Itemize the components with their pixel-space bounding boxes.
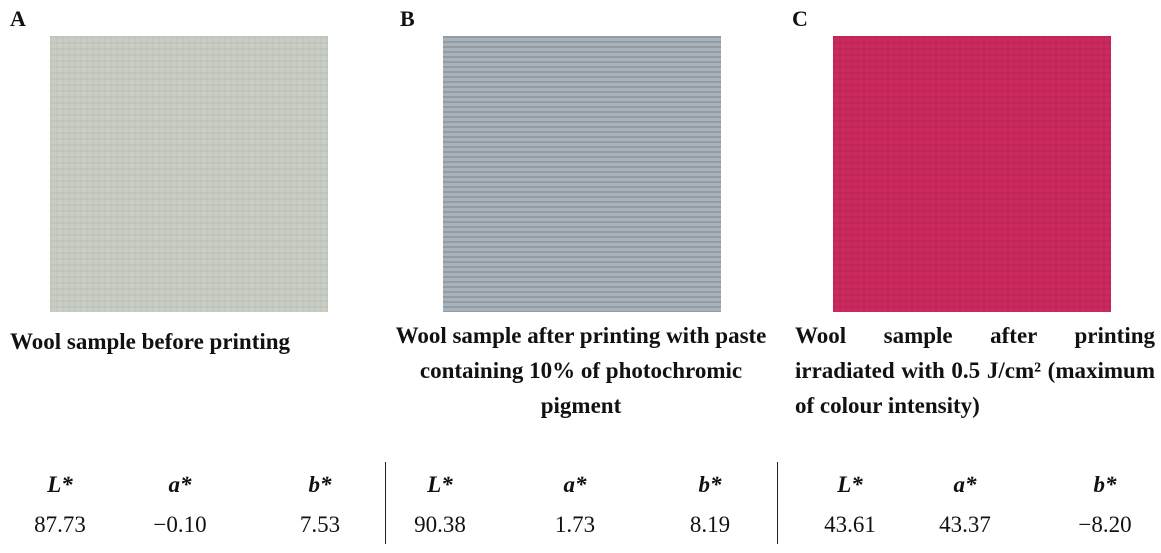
sample-photo: [443, 36, 721, 312]
column-header: L*: [427, 472, 453, 497]
column-header: b*: [698, 472, 722, 497]
column-header: b*: [1093, 472, 1117, 497]
column-header: L*: [47, 472, 73, 497]
column-header: a*: [953, 472, 977, 497]
sample-photo: [833, 36, 1111, 312]
panel-label: B: [400, 6, 415, 31]
caption: Wool sample after printing with paste co…: [395, 323, 767, 418]
panel-label: A: [10, 6, 26, 31]
column-header: a*: [168, 472, 192, 497]
value-cell: −0.10: [153, 512, 207, 537]
caption: Wool sample after printing irradiated wi…: [795, 323, 1155, 418]
caption: Wool sample before printing: [10, 329, 291, 354]
value-cell: 7.53: [299, 512, 341, 537]
divider: [777, 462, 778, 544]
value-cell: −8.20: [1078, 512, 1132, 537]
column-header: L*: [837, 472, 863, 497]
value-cell: 1.73: [554, 512, 596, 537]
column-header: a*: [563, 472, 587, 497]
panel-label: C: [792, 6, 808, 31]
value-cell: 90.38: [414, 512, 466, 537]
divider: [385, 462, 386, 544]
column-header: b*: [308, 472, 332, 497]
value-cell: 43.61: [824, 512, 876, 537]
value-cell: 87.73: [34, 512, 86, 537]
value-cell: 43.37: [939, 512, 991, 537]
sample-photo: [50, 36, 328, 312]
value-cell: 8.19: [689, 512, 731, 537]
